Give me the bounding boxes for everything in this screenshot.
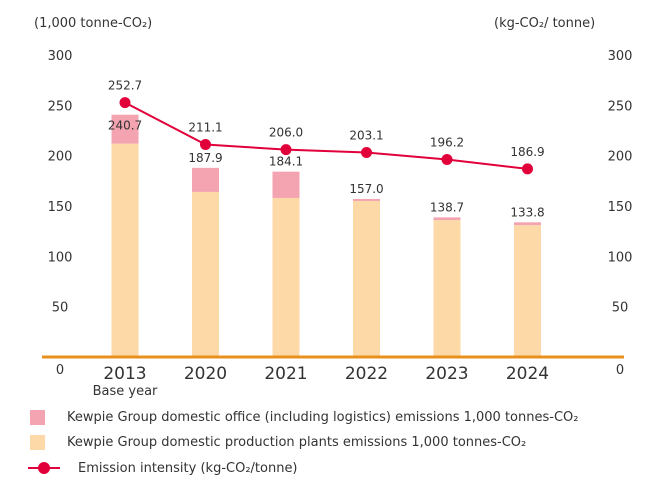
intensity-point — [522, 163, 533, 175]
bar-plants — [192, 191, 219, 357]
legend-intensity: Emission intensity (kg-CO₂/tonne) — [28, 460, 298, 476]
intensity-label: 206.0 — [269, 126, 303, 140]
intensity-point — [441, 153, 453, 165]
x-tick-label: 2021 — [264, 364, 307, 384]
intensity-label: 203.1 — [349, 129, 383, 143]
intensity-point — [361, 147, 372, 159]
left-tick-label: 200 — [48, 150, 73, 165]
legend-plants-label: Kewpie Group domestic production plants … — [67, 435, 527, 450]
intensity-label: 186.9 — [510, 145, 544, 159]
bar-office — [433, 217, 461, 221]
bar-total-label: 187.9 — [188, 151, 222, 165]
emissions-chart: 0 0 50 50 100 100 150 150 200 200 250 250 300 300 240.… — [42, 49, 633, 399]
right-tick-label: 250 — [608, 99, 633, 114]
bar-plants — [353, 200, 380, 357]
right-axis-title: (kg-CO₂/ tonne) — [494, 16, 596, 31]
x-tick-label: 2023 — [425, 364, 468, 384]
legend-office-label: Kewpie Group domestic office (including … — [67, 410, 579, 425]
right-tick-label: 200 — [608, 150, 633, 165]
right-tick-label: 150 — [608, 200, 633, 215]
bar-plants — [272, 197, 300, 357]
legend-intensity-label: Emission intensity (kg-CO₂/tonne) — [78, 460, 298, 476]
legend-plants-swatch — [30, 435, 45, 450]
right-tick-label: 100 — [608, 250, 633, 265]
legend-plants: Kewpie Group domestic production plants … — [30, 435, 526, 450]
bar-plants — [514, 225, 541, 357]
intensity-point — [280, 144, 292, 156]
bar-total-label: 240.7 — [108, 119, 142, 133]
x-tick-label: 2013 — [103, 364, 146, 384]
x-tick-label: 2022 — [345, 364, 388, 384]
intensity-line — [124, 101, 528, 170]
bar-total-label: 157.0 — [349, 182, 383, 196]
right-tick-label: 0 — [616, 363, 624, 378]
bar-plants — [111, 143, 139, 357]
right-tick-label: 50 — [612, 301, 629, 316]
bar-total-label: 184.1 — [269, 155, 303, 169]
legend-intensity-marker — [28, 460, 60, 476]
left-axis-title: (1,000 tonne-CO₂) — [34, 16, 153, 31]
left-tick-label: 250 — [48, 99, 73, 114]
intensity-label: 211.1 — [188, 120, 222, 134]
intensity-point — [119, 97, 131, 109]
intensity-point — [200, 138, 211, 150]
left-tick-label: 150 — [48, 200, 73, 215]
bar-office — [111, 114, 139, 144]
left-tick-label: 300 — [48, 49, 73, 64]
x-tick-label: 2024 — [506, 364, 549, 384]
x-tick-label: 2020 — [184, 364, 227, 384]
bar-total-label: 138.7 — [430, 200, 464, 214]
bar-plants — [433, 220, 461, 357]
bar-total-label: 133.8 — [510, 205, 544, 219]
left-tick-label: 0 — [56, 363, 64, 378]
left-tick-label: 50 — [52, 301, 69, 316]
bar-office — [353, 198, 380, 201]
x-tick-sublabel: Base year — [93, 384, 158, 399]
legend-office: Kewpie Group domestic office (including … — [30, 410, 578, 425]
intensity-label: 252.7 — [108, 79, 142, 93]
intensity-label: 196.2 — [430, 135, 464, 149]
bar-office — [192, 167, 219, 192]
left-tick-label: 100 — [48, 250, 73, 265]
legend-office-swatch — [30, 410, 45, 425]
bar-office — [272, 171, 300, 198]
right-tick-label: 300 — [608, 49, 633, 64]
bar-office — [514, 222, 541, 226]
